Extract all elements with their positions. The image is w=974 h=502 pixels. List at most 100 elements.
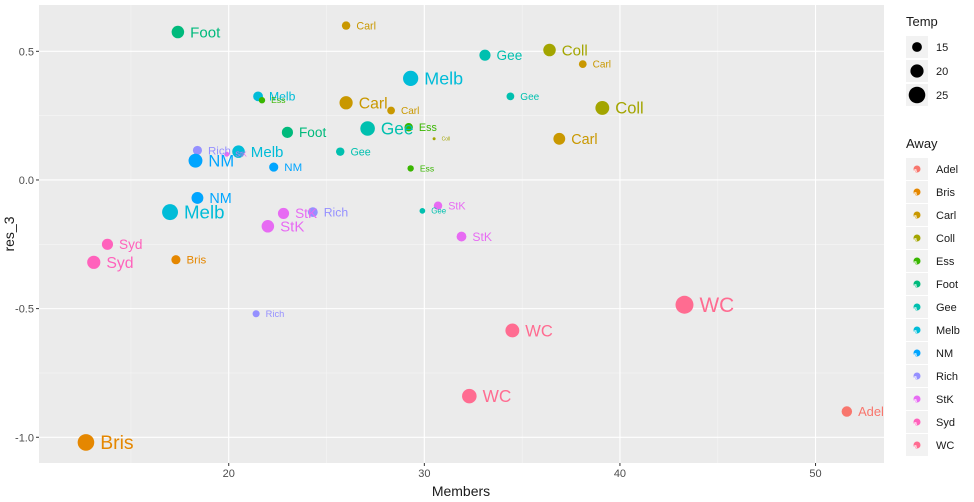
color-legend-dot xyxy=(913,418,921,426)
data-point xyxy=(307,207,318,218)
size-legend: Temp 15 20 25 xyxy=(906,14,948,106)
data-point xyxy=(77,434,95,451)
color-legend-label: WC xyxy=(936,440,954,452)
y-axis-title: res_3 xyxy=(1,216,17,251)
size-legend-dot xyxy=(910,64,924,78)
color-legend-glyph: a xyxy=(914,398,917,404)
data-point xyxy=(224,151,230,157)
point-label: Melb xyxy=(269,90,296,104)
color-legend-glyph: a xyxy=(914,237,917,243)
point-label: Syd xyxy=(106,255,133,272)
data-point xyxy=(341,21,351,30)
data-point xyxy=(675,295,694,314)
point-label: Carl xyxy=(571,132,597,148)
data-point xyxy=(339,96,353,110)
point-label: Gee xyxy=(497,48,523,63)
data-point xyxy=(404,122,413,132)
color-legend-label: Melb xyxy=(936,325,960,337)
color-legend-glyph: a xyxy=(914,329,917,335)
point-label: Carl xyxy=(356,20,376,32)
data-point xyxy=(171,255,181,265)
y-tick-label: -0.5 xyxy=(15,304,34,316)
point-label: Carl xyxy=(593,60,611,71)
color-legend-dot xyxy=(913,441,921,449)
data-point xyxy=(553,132,566,145)
y-tick-label: 0.0 xyxy=(19,175,34,187)
data-point xyxy=(252,310,260,318)
point-label: WC xyxy=(525,321,553,340)
data-point xyxy=(387,106,395,115)
size-legend-label: 25 xyxy=(936,90,948,102)
point-label: Foot xyxy=(190,24,221,41)
color-legend-label: Ess xyxy=(936,256,955,268)
point-label: Gee xyxy=(520,92,539,103)
color-legend-dot xyxy=(913,165,921,173)
data-point xyxy=(419,207,426,214)
point-label: Carl xyxy=(401,106,419,117)
point-label: NM xyxy=(208,151,234,170)
data-point xyxy=(188,153,203,168)
point-label: Gee xyxy=(431,207,447,216)
point-label: Melb xyxy=(184,202,224,223)
color-legend-glyph: a xyxy=(914,260,917,266)
color-legend-label: Syd xyxy=(936,417,955,429)
y-tick-label: 0.5 xyxy=(19,46,34,58)
color-legend-label: StK xyxy=(936,394,954,406)
color-legend-dot xyxy=(913,303,921,311)
grid-minor xyxy=(39,5,884,463)
data-point xyxy=(232,145,245,158)
data-point xyxy=(595,100,610,115)
data-point xyxy=(191,192,204,204)
point-label: Coll xyxy=(615,99,643,118)
color-legend-dot xyxy=(913,257,921,265)
data-point xyxy=(101,238,114,250)
y-axis-ticks: -1.0 -0.5 0.0 0.5 xyxy=(15,46,39,444)
data-point xyxy=(578,60,587,69)
grid-major xyxy=(39,5,884,463)
point-label: StK xyxy=(448,200,466,212)
color-legend-glyph: a xyxy=(914,352,917,358)
point-label: Syd xyxy=(119,237,142,252)
point-label: Gee xyxy=(381,119,414,139)
data-point xyxy=(192,145,202,155)
size-legend-title: Temp xyxy=(906,14,938,29)
data-point xyxy=(281,126,293,138)
point-label: NM xyxy=(209,191,231,207)
data-point xyxy=(277,207,290,219)
data-point xyxy=(479,49,491,61)
color-legend-dot xyxy=(913,188,921,196)
color-legend-glyph: a xyxy=(914,421,917,427)
color-legend-title: Away xyxy=(906,136,938,151)
size-legend-label: 15 xyxy=(936,42,948,54)
size-legend-dot xyxy=(908,86,926,104)
data-point xyxy=(336,147,345,156)
data-point xyxy=(432,137,436,141)
data-point xyxy=(543,43,556,57)
x-tick-label: 30 xyxy=(418,468,430,480)
color-legend-glyph: a xyxy=(914,168,917,174)
x-axis-ticks: 20 30 40 50 xyxy=(223,463,822,480)
data-point xyxy=(162,204,179,221)
size-legend-label: 20 xyxy=(936,66,948,78)
x-axis-title: Members xyxy=(432,483,490,499)
point-label: Rich xyxy=(324,205,348,219)
point-label: Foot xyxy=(299,125,326,140)
color-legend-label: Bris xyxy=(936,187,955,199)
color-legend-glyph: a xyxy=(914,306,917,312)
data-point xyxy=(403,70,419,86)
point-label: Bris xyxy=(100,432,133,454)
color-legend-dot xyxy=(913,395,921,403)
point-label: Ess xyxy=(271,95,285,105)
point-label: Melb xyxy=(251,144,284,161)
y-tick-label: -1.0 xyxy=(15,432,34,444)
point-label: Melb xyxy=(424,69,463,89)
x-tick-label: 50 xyxy=(809,468,821,480)
color-legend-glyph: a xyxy=(914,283,917,289)
point-label: StK xyxy=(280,219,304,236)
point-label: NM xyxy=(284,162,302,174)
color-legend-glyph: a xyxy=(914,214,917,220)
color-legend-label: NM xyxy=(936,348,953,360)
data-point xyxy=(258,97,266,104)
point-label: StK xyxy=(235,151,247,159)
